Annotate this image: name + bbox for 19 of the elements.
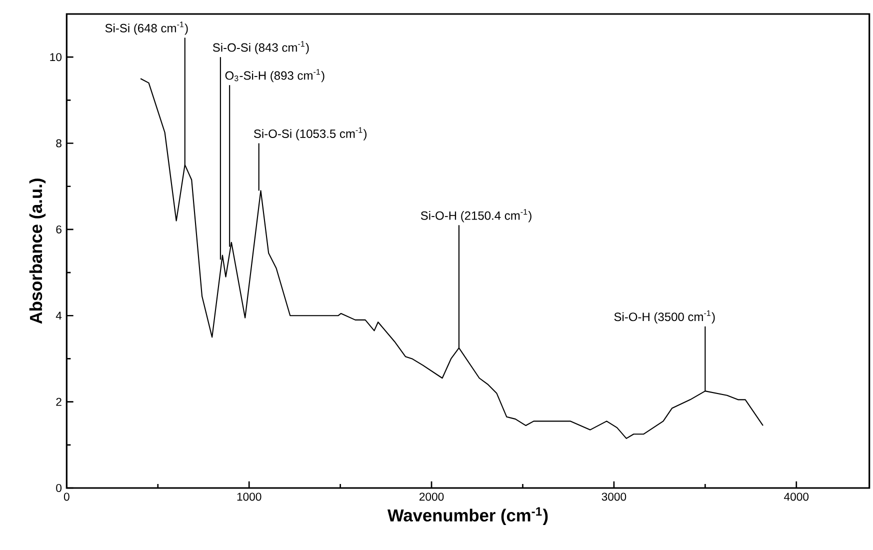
x-tick-label: 4000	[784, 492, 809, 501]
y-tick-label: 6	[56, 225, 62, 234]
x-tick-label: 3000	[602, 492, 626, 501]
x-axis-title: Wavenumber (cm$^{-1}$)	[387, 507, 548, 525]
x-tick-label: 1000	[237, 492, 262, 501]
annotation: Si-O-H (3500 cm$^{-1}$)	[614, 310, 715, 324]
y-axis-title: Absorbance (a.u.)	[29, 178, 46, 324]
y-tick-label: 8	[56, 139, 62, 148]
annotation: Si-Si (648 cm$^{-1}$)	[105, 22, 188, 35]
x-tick-label: 2000	[419, 492, 444, 501]
y-tick-label: 4	[56, 312, 62, 320]
y-tick-label: 2	[56, 398, 62, 406]
y-tick-label: 10	[50, 53, 62, 62]
y-tick-label: 0	[56, 484, 62, 492]
annotation: O$_{3}$-Si-H (893 cm$^{-1}$)	[225, 69, 324, 82]
annotation: Si-O-Si (1053.5 cm$^{-1}$)	[254, 127, 367, 140]
annotation: Si-O-Si (843 cm$^{-1}$)	[212, 41, 309, 54]
annotation: Si-O-H (2150.4 cm$^{-1}$)	[420, 209, 532, 222]
x-tick-label: 0	[64, 492, 70, 501]
